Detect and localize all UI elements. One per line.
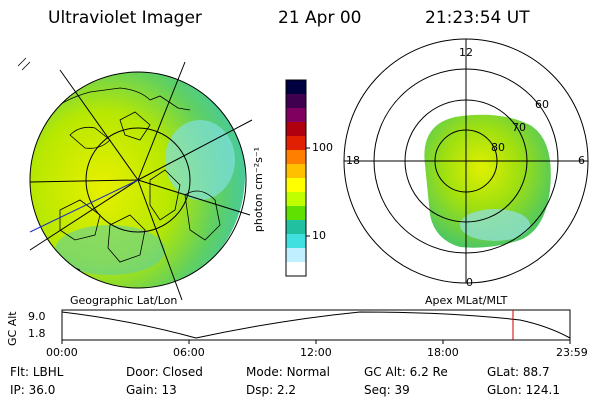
mlt-label-18: 18 xyxy=(346,154,360,167)
time-label: 21:23:54 UT xyxy=(425,8,530,28)
info-flt: Flt: LBHL xyxy=(10,365,64,379)
geo-panel-caption: Geographic Lat/Lon xyxy=(70,294,178,307)
mlt-label-6: 6 xyxy=(578,154,585,167)
apex-panel-caption: Apex MLat/MLT xyxy=(425,294,508,307)
meridians xyxy=(29,61,253,301)
colorbar-segment xyxy=(286,234,306,249)
colorbar xyxy=(285,79,310,277)
mlat-label-70: 70 xyxy=(512,121,526,134)
north-indicator-icon xyxy=(17,57,31,71)
colorbar-segment xyxy=(286,150,306,165)
timeline-frame xyxy=(61,309,571,341)
timeline-ytick-top: 9.0 xyxy=(28,310,46,323)
colorbar-segment xyxy=(286,262,306,277)
info-seq: Seq: 39 xyxy=(364,383,410,397)
colorbar-segment xyxy=(286,108,306,123)
terminator-line xyxy=(29,179,139,233)
mlt-label-12: 12 xyxy=(459,46,473,59)
info-gc-alt: GC Alt: 6.2 Re xyxy=(364,365,448,379)
colorbar-segment xyxy=(286,248,306,263)
timeline-xtick-0600: 06:00 xyxy=(173,346,205,359)
colorbar-segment xyxy=(286,136,306,151)
mlat-label-80: 80 xyxy=(491,141,505,154)
geographic-map xyxy=(17,57,253,301)
colorbar-segment xyxy=(286,80,306,95)
timeline-ytick-bottom: 1.8 xyxy=(28,327,46,340)
colorbar-segment xyxy=(286,220,306,235)
colorbar-segment xyxy=(286,206,306,221)
info-glat: GLat: 88.7 xyxy=(487,365,550,379)
timeline-xtick-1200: 12:00 xyxy=(300,346,332,359)
timeline-xtick-1800: 18:00 xyxy=(427,346,459,359)
altitude-timeline xyxy=(61,309,571,344)
info-dsp: Dsp: 2.2 xyxy=(246,383,297,397)
colorbar-segment xyxy=(286,192,306,207)
colorbar-segment xyxy=(286,164,306,179)
info-glon: GLon: 124.1 xyxy=(487,383,560,397)
date-label: 21 Apr 00 xyxy=(278,8,362,28)
colorbar-frame xyxy=(285,79,307,277)
info-ip: IP: 36.0 xyxy=(10,383,56,397)
colorbar-segment xyxy=(286,94,306,109)
timeline-x-ticks xyxy=(61,340,571,344)
info-door: Door: Closed xyxy=(126,365,203,379)
timeline-xtick-2359: 23:59 xyxy=(556,346,588,359)
instrument-title: Ultraviolet Imager xyxy=(48,8,202,28)
mlat-label-60: 60 xyxy=(535,98,549,111)
colorbar-tick-10: 10 xyxy=(312,229,326,242)
info-gain: Gain: 13 xyxy=(126,383,177,397)
colorbar-unit-label: photon cm⁻²s⁻¹ xyxy=(252,146,266,233)
colorbar-segment xyxy=(286,178,306,193)
timeline-xtick-0000: 00:00 xyxy=(46,346,78,359)
colorbar-tick-100: 100 xyxy=(312,141,333,154)
apex-low-emission-region xyxy=(460,209,530,241)
apex-polar-plot xyxy=(343,38,589,284)
info-mode: Mode: Normal xyxy=(246,365,330,379)
altitude-curve xyxy=(61,311,571,339)
timeline-ylabel: GC Alt xyxy=(6,311,19,346)
geo-low-emission-region xyxy=(165,120,235,200)
colorbar-segment xyxy=(286,122,306,137)
mlt-label-0: 0 xyxy=(466,276,473,289)
